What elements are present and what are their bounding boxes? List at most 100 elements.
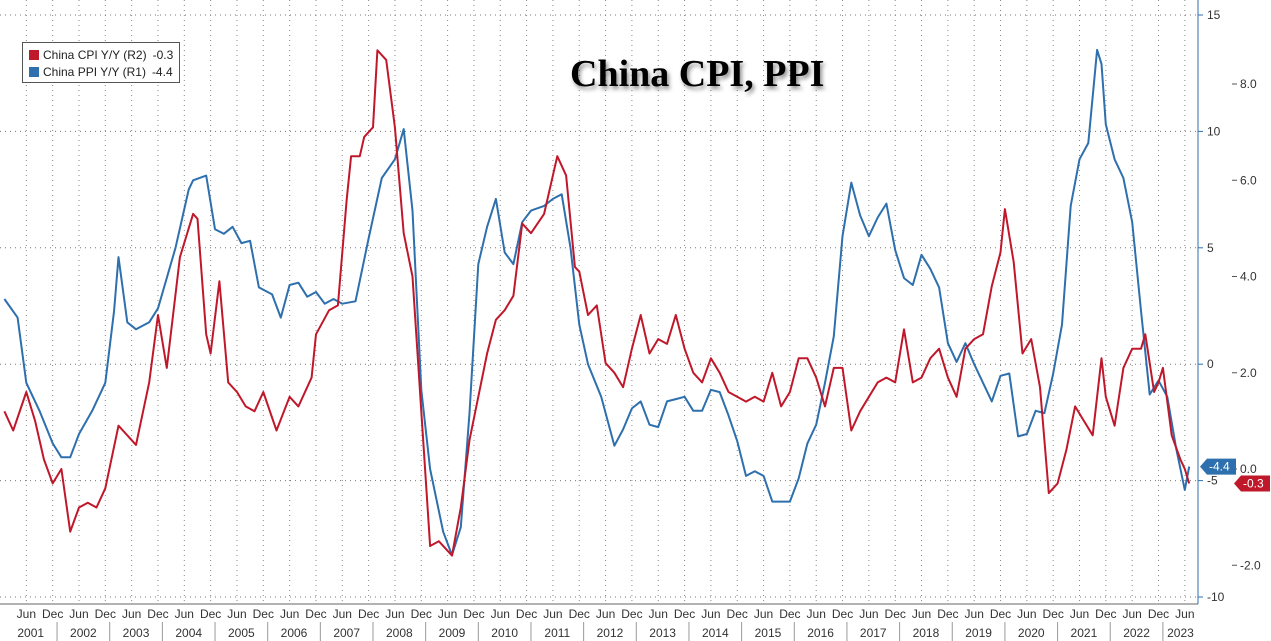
- cpi-axis-tick-label: 6.0: [1240, 173, 1257, 187]
- x-month-label: Dec: [779, 607, 800, 621]
- x-year-label: 2007: [333, 626, 360, 640]
- x-year-label: 2001: [17, 626, 44, 640]
- x-year-label: 2006: [281, 626, 308, 640]
- x-month-label: Dec: [674, 607, 695, 621]
- x-month-label: Dec: [1148, 607, 1169, 621]
- x-month-label: Dec: [1043, 607, 1064, 621]
- x-month-label: Dec: [358, 607, 379, 621]
- x-month-label: Dec: [516, 607, 537, 621]
- cpi-last-value-label: -0.3: [1243, 476, 1264, 490]
- x-month-label: Jun: [701, 607, 720, 621]
- ppi-axis-tick-label: -5: [1207, 474, 1218, 488]
- x-month-label: Jun: [1175, 607, 1194, 621]
- x-year-label: 2022: [1123, 626, 1150, 640]
- x-year-label: 2002: [70, 626, 97, 640]
- x-month-label: Jun: [438, 607, 457, 621]
- x-month-label: Dec: [305, 607, 326, 621]
- ppi-axis-tick-label: 15: [1207, 8, 1221, 22]
- x-year-label: 2005: [228, 626, 255, 640]
- x-month-label: Jun: [596, 607, 615, 621]
- legend-label-ppi: China PPI Y/Y (R1): [43, 64, 146, 79]
- x-month-label: Jun: [1070, 607, 1089, 621]
- x-month-label: Jun: [227, 607, 246, 621]
- value-labels: -0.3 -4.4: [1200, 458, 1270, 492]
- x-month-label: Dec: [253, 607, 274, 621]
- cpi-axis-tick-label: 4.0: [1240, 270, 1257, 284]
- x-month-label: Jun: [69, 607, 88, 621]
- x-year-label: 2016: [807, 626, 834, 640]
- series-line-ppi: [3, 48, 1191, 557]
- x-year-label: 2015: [755, 626, 782, 640]
- series-layer: [3, 48, 1191, 557]
- x-month-label: Jun: [1122, 607, 1141, 621]
- cpi-last-value-tag: [1234, 475, 1270, 492]
- chart-title: China CPI, PPI: [570, 53, 825, 95]
- x-month-label: Jun: [1017, 607, 1036, 621]
- x-month-label: Jun: [649, 607, 668, 621]
- x-month-label: Jun: [754, 607, 773, 621]
- x-month-label: Jun: [912, 607, 931, 621]
- x-month-label: Jun: [122, 607, 141, 621]
- x-year-label: 2021: [1071, 626, 1098, 640]
- x-month-label: Dec: [937, 607, 958, 621]
- legend-value-cpi: -0.3: [152, 47, 174, 62]
- x-month-label: Jun: [280, 607, 299, 621]
- x-year-label: 2003: [123, 626, 150, 640]
- ppi-last-value-label: -4.4: [1209, 460, 1230, 474]
- ppi-axis-tick-label: 10: [1207, 124, 1221, 138]
- x-month-label: Dec: [200, 607, 221, 621]
- x-month-label: Jun: [807, 607, 826, 621]
- x-month-label: Jun: [333, 607, 352, 621]
- legend-swatch-ppi: [29, 66, 39, 77]
- x-month-label: Jun: [491, 607, 510, 621]
- x-month-label: Dec: [147, 607, 168, 621]
- x-month-label: Dec: [569, 607, 590, 621]
- ppi-axis-tick-label: -10: [1207, 590, 1225, 604]
- ppi-axis-tick-label: 5: [1207, 241, 1214, 255]
- x-year-label: 2004: [175, 626, 202, 640]
- x-month-label: Dec: [42, 607, 63, 621]
- x-month-label: Dec: [463, 607, 484, 621]
- x-month-label: Jun: [175, 607, 194, 621]
- ppi-axis-tick-label: 0: [1207, 357, 1214, 371]
- x-year-label: 2019: [965, 626, 992, 640]
- x-month-label: Dec: [832, 607, 853, 621]
- x-year-label: 2012: [597, 626, 624, 640]
- legend-swatch-cpi: [29, 49, 39, 60]
- x-month-label: Dec: [95, 607, 116, 621]
- x-year-label: 2009: [439, 626, 466, 640]
- gridlines: [0, 0, 1198, 604]
- cpi-axis-tick-label: -2.0: [1240, 558, 1261, 572]
- x-month-label: Dec: [727, 607, 748, 621]
- x-month-label: Dec: [885, 607, 906, 621]
- cpi-axis-tick-label: 0.0: [1240, 462, 1257, 476]
- x-year-label: 2014: [702, 626, 729, 640]
- x-month-label: Jun: [859, 607, 878, 621]
- x-month-label: Dec: [411, 607, 432, 621]
- x-month-label: Dec: [990, 607, 1011, 621]
- x-month-label: Dec: [621, 607, 642, 621]
- cpi-axis-tick-label: 2.0: [1240, 366, 1257, 380]
- x-year-label: 2023: [1167, 626, 1194, 640]
- x-year-label: 2018: [913, 626, 940, 640]
- x-month-label: Jun: [385, 607, 404, 621]
- x-year-label: 2008: [386, 626, 413, 640]
- x-month-label: Jun: [965, 607, 984, 621]
- series-line-cpi: [3, 49, 1191, 557]
- x-year-label: 2013: [649, 626, 676, 640]
- x-year-label: 2017: [860, 626, 887, 640]
- legend-entry-ppi: China PPI Y/Y (R1) -4.4: [29, 63, 173, 80]
- x-month-label: Jun: [17, 607, 36, 621]
- x-month-label: Dec: [1095, 607, 1116, 621]
- x-year-label: 2010: [491, 626, 518, 640]
- x-month-label: Jun: [543, 607, 562, 621]
- x-year-label: 2020: [1018, 626, 1045, 640]
- legend: China CPI Y/Y (R2) -0.3 China PPI Y/Y (R…: [22, 42, 181, 83]
- legend-value-ppi: -4.4: [151, 64, 173, 79]
- legend-entry-cpi: China CPI Y/Y (R2) -0.3: [29, 46, 173, 63]
- x-year-label: 2011: [544, 626, 570, 640]
- cpi-axis-tick-label: 8.0: [1240, 77, 1257, 91]
- legend-label-cpi: China CPI Y/Y (R2): [43, 47, 147, 62]
